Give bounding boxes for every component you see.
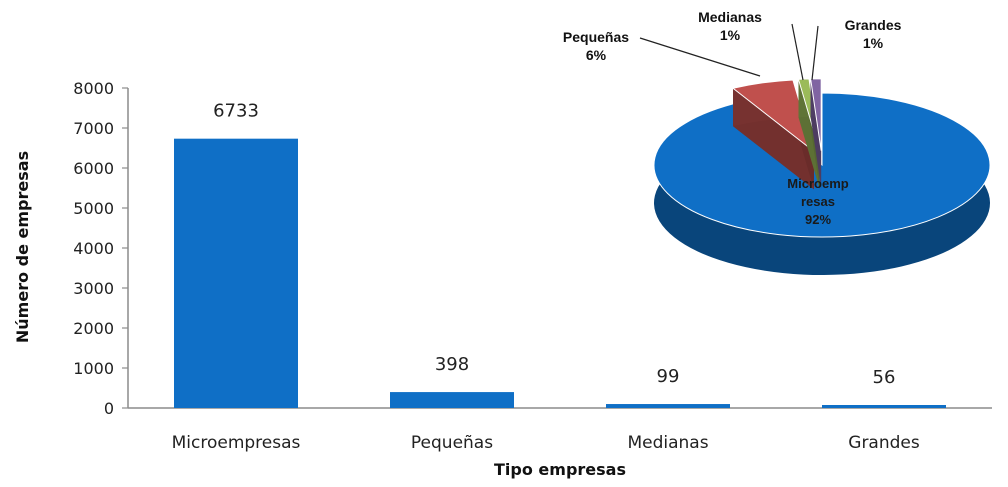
y-tick-label: 1000: [73, 359, 114, 378]
bar: [822, 405, 946, 408]
bar-data-label: 398: [435, 354, 469, 375]
y-tick-label: 2000: [73, 319, 114, 338]
y-tick-label: 0: [104, 399, 114, 418]
pie-labels: Pequeñas 6% Medianas 1% Grandes 1% Microemp res…: [563, 9, 902, 227]
pie-slice: [731, 79, 815, 190]
bars: [174, 138, 946, 408]
pie-leader-line: [811, 25, 819, 81]
pie-slice-name: Medianas: [698, 9, 762, 25]
bar-data-label: 6733: [213, 101, 259, 122]
y-tick-label: 5000: [73, 199, 114, 218]
pie-slice-percent: 92%: [805, 212, 831, 227]
pie-slice-name: Grandes: [845, 17, 902, 33]
pie-leader-line: [639, 37, 761, 77]
category-label: Microempresas: [172, 433, 301, 453]
bar: [390, 392, 514, 408]
pie-slice-percent: 1%: [720, 27, 741, 43]
pie-chart: Pequeñas 6% Medianas 1% Grandes 1% Microemp res…: [563, 9, 991, 275]
pie-leader-lines: [639, 23, 819, 81]
category-label: Pequeñas: [411, 433, 493, 453]
pie-slices: [653, 78, 991, 275]
y-tick-label: 8000: [73, 79, 114, 98]
category-label: Grandes: [848, 433, 920, 453]
data-labels: 6733 398 99 56: [213, 101, 895, 388]
bar-chart: 0 1000 2000 3000 4000 5000 6000 7000 8000 6733 39…: [13, 79, 992, 479]
pie-slice-name: Microemp: [787, 176, 848, 191]
bar: [174, 138, 298, 408]
pie-slice-name: resas: [801, 194, 835, 209]
bar-data-label: 99: [657, 366, 680, 387]
y-tick-labels: 0 1000 2000 3000 4000 5000 6000 7000 8000: [73, 79, 128, 418]
bar-data-label: 56: [873, 367, 896, 388]
pie-slice-percent: 1%: [863, 35, 884, 51]
pie-slice: [810, 78, 822, 189]
y-tick-label: 4000: [73, 239, 114, 258]
bar: [606, 404, 730, 408]
pie-slice-name: Pequeñas: [563, 29, 629, 45]
x-axis-title: Tipo empresas: [494, 460, 626, 479]
y-tick-label: 3000: [73, 279, 114, 298]
y-axis-title: Número de empresas: [13, 151, 32, 343]
y-tick-label: 7000: [73, 119, 114, 138]
category-labels: Microempresas Pequeñas Medianas Grandes: [172, 433, 920, 453]
y-tick-label: 6000: [73, 159, 114, 178]
category-label: Medianas: [627, 433, 708, 453]
pie-slice-percent: 6%: [586, 47, 607, 63]
pie-leader-line: [791, 23, 804, 81]
